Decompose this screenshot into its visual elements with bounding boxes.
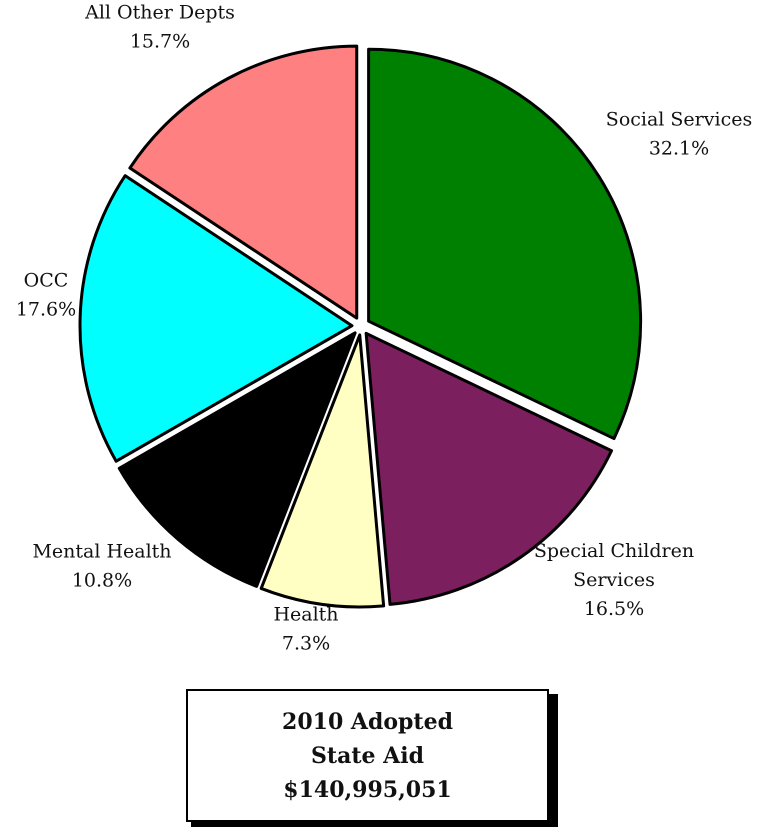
slice-name-label: All Other Depts: [84, 2, 235, 24]
title-line-1: 2010 Adopted: [282, 708, 453, 735]
slice-value-label: 16.5%: [584, 598, 644, 620]
title-line-3: $140,995,051: [283, 776, 452, 803]
pie-slice-special-children-services: [364, 331, 614, 606]
pie-slice-health: [259, 333, 386, 609]
slice-label-occ: OCC 17.6%: [16, 270, 76, 321]
slice-name-label: Social Services: [606, 109, 752, 131]
slice-value-label: 15.7%: [130, 31, 190, 53]
slice-name-label: Special Children: [534, 540, 694, 562]
slice-name-label: OCC: [24, 270, 69, 292]
pie-slice-all-other-depts: [128, 44, 359, 320]
slice-label-all-other-depts: All Other Depts 15.7%: [84, 2, 235, 53]
title-line-2: State Aid: [311, 742, 424, 769]
slice-label-mental-health: Mental Health 10.8%: [32, 541, 171, 592]
slice-value-label: 17.6%: [16, 299, 76, 321]
slice-value-label: 32.1%: [649, 138, 709, 160]
slice-name-label: Mental Health: [32, 541, 171, 563]
slice-value-label: 7.3%: [282, 633, 330, 655]
slice-value-label: 10.8%: [72, 570, 132, 592]
chart-title-box: 2010 Adopted State Aid $140,995,051: [186, 689, 549, 822]
slice-label-health: Health 7.3%: [273, 604, 338, 655]
pie-slice-occ: [78, 174, 354, 463]
slice-label-special-children-services: Special Children Services 16.5%: [534, 540, 694, 620]
pie-slice-mental-health: [117, 331, 357, 588]
slice-name-label: Health: [273, 604, 338, 626]
slice-label-social-services: Social Services 32.1%: [606, 109, 752, 160]
slice-name-label: Services: [573, 569, 655, 591]
pie-slice-social-services: [367, 47, 643, 441]
